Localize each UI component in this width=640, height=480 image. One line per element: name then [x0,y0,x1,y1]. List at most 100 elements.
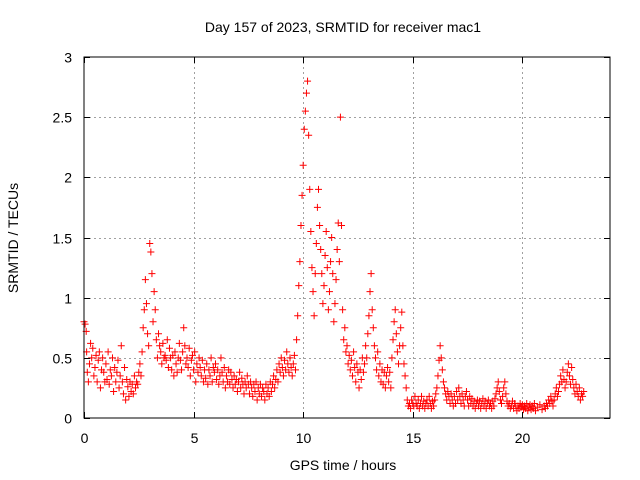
data-point [114,356,122,364]
data-point [387,384,395,392]
y-tick-label: 2 [64,170,72,186]
data-point [350,348,358,356]
data-point [188,351,196,359]
data-point [100,368,108,376]
data-point [105,380,113,388]
data-point [113,368,121,376]
data-point [102,360,110,368]
data-point [366,288,374,296]
data-point [321,252,329,260]
data-point [330,318,338,326]
data-point [134,380,142,388]
data-point [99,354,107,362]
data-point [423,396,431,404]
data-point [146,240,154,248]
data-point [87,339,95,347]
data-point [183,354,191,362]
data-point [248,384,256,392]
data-point [191,348,199,356]
data-point [262,380,270,388]
data-point [203,360,211,368]
data-point [538,406,546,414]
data-point [93,378,101,386]
y-tick-label: 1.5 [53,231,73,247]
data-point [379,380,387,388]
data-point [178,366,186,374]
data-point [493,384,501,392]
data-point [199,378,207,386]
data-point [335,258,343,266]
data-point [171,348,179,356]
data-point [331,300,339,308]
data-point [117,342,125,350]
data-point [550,396,558,404]
data-point [106,366,114,374]
data-point [194,368,202,376]
data-point [554,388,562,396]
data-point [494,378,502,386]
data-point [306,185,314,193]
data-point [351,363,359,371]
data-point [569,375,577,383]
data-point [162,356,170,364]
data-point [408,396,416,404]
data-point [243,372,251,380]
data-point [430,402,438,410]
data-point [353,360,361,368]
data-point [85,360,93,368]
data-point [391,306,399,314]
data-point [142,300,150,308]
data-point [170,372,178,380]
data-point [491,395,499,403]
data-point [399,342,407,350]
data-point [130,372,138,380]
data-point [157,348,165,356]
data-point [138,348,146,356]
data-point [352,378,360,386]
data-point [137,372,145,380]
data-point [345,351,353,359]
data-point [310,312,318,320]
data-point [204,380,212,388]
data-point [192,378,200,386]
data-point [283,348,291,356]
data-point [431,396,439,404]
data-point [368,306,376,314]
data-point [304,77,312,85]
data-point [169,351,177,359]
data-point [382,372,390,380]
data-point [217,354,225,362]
data-point [287,363,295,371]
data-point [289,360,297,368]
data-point [536,401,544,409]
data-point [384,363,392,371]
data-point [135,368,143,376]
data-point [392,330,400,338]
y-tick-label: 3 [64,50,72,66]
axis-tick-labels: 0 5 10 15 20 0 0.5 1 1.5 2 2.5 3 [53,50,531,447]
data-point [104,348,112,356]
data-point [115,384,123,392]
data-point [261,396,269,404]
data-point [208,378,216,386]
data-point [441,384,449,392]
data-point [88,354,96,362]
data-point [295,282,303,290]
data-point [324,306,332,314]
data-point [318,270,326,278]
data-point [103,375,111,383]
data-point [265,392,273,400]
data-point [253,396,261,404]
data-point [385,378,393,386]
data-point [290,351,298,359]
y-tick-label: 0 [64,411,72,427]
data-point [198,356,206,364]
data-point [271,384,279,392]
data-point [523,400,531,408]
data-point [176,356,184,364]
y-tick-label: 2.5 [53,110,73,126]
data-point [455,384,463,392]
data-point [362,342,370,350]
